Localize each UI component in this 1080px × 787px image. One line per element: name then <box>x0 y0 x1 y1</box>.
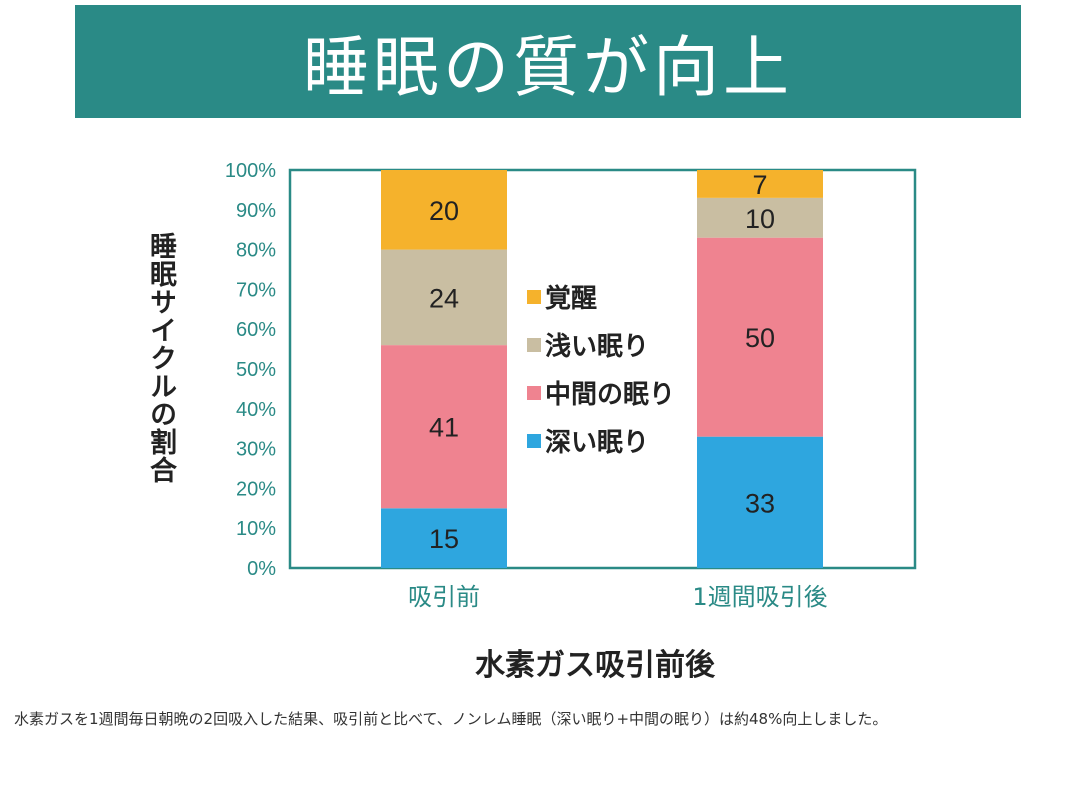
plot-frame <box>288 168 917 570</box>
bar-segment <box>697 436 823 568</box>
y-tick-label: 90% <box>236 200 276 222</box>
y-tick-label: 40% <box>236 399 276 421</box>
x-axis-title: 水素ガス吸引前後 <box>475 648 715 683</box>
bar-segment <box>381 345 507 509</box>
y-tick-label: 50% <box>236 359 276 381</box>
caption: 水素ガスを1週間毎日朝晩の2回吸入した結果、吸引前と比べて、ノンレム睡眠（深い眠… <box>14 710 888 728</box>
title-banner: 睡眠の質が向上 <box>75 5 1021 118</box>
legend-swatch <box>527 386 541 400</box>
bar-segment <box>381 249 507 346</box>
x-tick-label: 吸引前 <box>408 583 480 611</box>
legend-swatch <box>527 290 541 304</box>
data-label: 41 <box>429 413 459 443</box>
x-tick-label: 1週間吸引後 <box>692 583 827 611</box>
y-tick-label: 80% <box>236 240 276 262</box>
data-label: 50 <box>745 323 775 353</box>
bar-segment <box>381 508 507 568</box>
legend-label: 中間の眠り <box>545 380 675 410</box>
bar-segment <box>381 170 507 250</box>
y-tick-label: 20% <box>236 478 276 500</box>
y-tick-label: 60% <box>236 319 276 341</box>
y-tick-label: 10% <box>236 518 276 540</box>
legend-swatch <box>527 338 541 352</box>
data-label: 24 <box>429 283 459 313</box>
y-tick-label: 30% <box>236 439 276 461</box>
y-tick-label: 70% <box>236 279 276 301</box>
legend-swatch <box>527 434 541 448</box>
data-label: 10 <box>745 204 775 234</box>
legend-label: 深い眠り <box>545 428 649 458</box>
data-label: 33 <box>745 488 775 518</box>
y-tick-label: 100% <box>225 160 276 182</box>
y-axis-label: 睡眠サイクルの割合 <box>145 232 176 484</box>
data-label: 20 <box>429 196 459 226</box>
chart-title: 睡眠の質が向上 <box>303 28 793 106</box>
data-label: 15 <box>429 524 459 554</box>
bar-segment <box>697 237 823 437</box>
legend-label: 覚醒 <box>545 284 597 314</box>
legend-label: 浅い眠り <box>545 332 649 362</box>
bar-segment <box>697 170 823 198</box>
y-tick-label: 0% <box>247 558 276 580</box>
bar-segment <box>697 197 823 238</box>
data-label: 7 <box>752 170 767 200</box>
